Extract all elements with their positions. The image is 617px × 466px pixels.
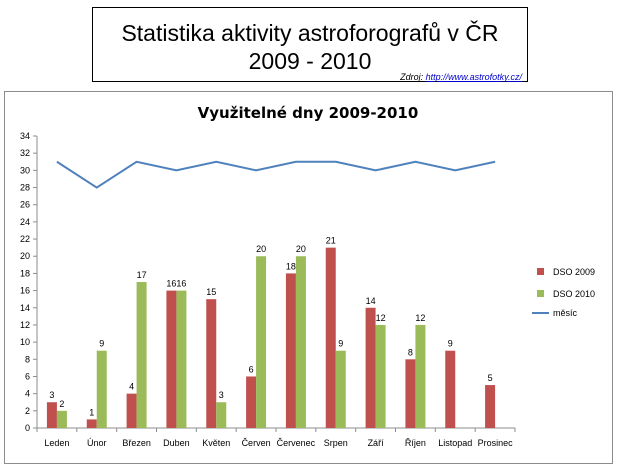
legend-label: měsíc [553, 308, 578, 318]
y-tick-label: 26 [20, 200, 30, 210]
x-tick-label: Červenec [277, 438, 316, 448]
bar-value-label: 14 [366, 296, 376, 306]
y-tick-label: 24 [20, 217, 30, 227]
y-tick-label: 4 [25, 389, 30, 399]
bar [415, 324, 426, 428]
bar-value-label: 16 [176, 279, 186, 289]
y-tick-label: 6 [25, 371, 30, 381]
y-tick-label: 14 [20, 303, 30, 313]
x-tick-label: Říjen [405, 438, 426, 448]
bar-value-label: 3 [219, 390, 224, 400]
bar [335, 350, 346, 428]
y-tick-label: 30 [20, 165, 30, 175]
bar-value-label: 9 [448, 339, 453, 349]
bar-value-label: 1 [89, 407, 94, 417]
chart-title: Využitelné dny 2009-2010 [198, 104, 419, 122]
y-tick-label: 0 [25, 423, 30, 433]
bar-value-label: 20 [256, 244, 266, 254]
bar [86, 419, 97, 428]
source-link[interactable]: http://www.astrofotky.cz/ [425, 72, 522, 82]
bar [176, 290, 187, 428]
x-tick-label: Leden [44, 438, 69, 448]
bar [126, 393, 137, 428]
x-tick-label: Září [368, 438, 385, 448]
bar [216, 402, 227, 428]
bar-value-label: 9 [338, 339, 343, 349]
bar-value-label: 8 [408, 347, 413, 357]
bar [256, 256, 267, 428]
y-tick-label: 16 [20, 286, 30, 296]
x-tick-label: Prosinec [478, 438, 514, 448]
legend-swatch [537, 290, 544, 297]
bar-value-label: 2 [59, 399, 64, 409]
y-tick-label: 18 [20, 268, 30, 278]
x-tick-label: Listopad [438, 438, 472, 448]
y-tick-label: 28 [20, 183, 30, 193]
bar [445, 350, 456, 428]
bar-value-label: 18 [286, 261, 296, 271]
bar-value-label: 3 [49, 390, 54, 400]
bar-value-label: 6 [249, 364, 254, 374]
legend-label: DSO 2010 [553, 289, 595, 299]
bar [325, 247, 336, 428]
source-label: Zdroj: [400, 72, 424, 82]
bar-value-label: 20 [296, 244, 306, 254]
page-subtitle: 2009 - 2010 [248, 48, 372, 74]
bar-value-label: 4 [129, 382, 134, 392]
legend: DSO 2009 DSO 2010 měsíc [532, 267, 595, 318]
bar-value-label: 17 [137, 270, 147, 280]
y-tick-label: 8 [25, 354, 30, 364]
bar [136, 282, 147, 428]
x-tick-label: Květen [202, 438, 230, 448]
month-line [56, 160, 496, 189]
y-tick-label: 32 [20, 148, 30, 158]
bar [375, 324, 386, 428]
page-title: Statistika aktivity astroforografů v ČR [121, 20, 499, 46]
bar-value-label: 9 [99, 339, 104, 349]
bar-value-label: 5 [488, 373, 493, 383]
bar [166, 290, 177, 428]
bar [206, 299, 217, 428]
title-box: Statistika aktivity astroforografů v ČR … [92, 7, 528, 82]
x-tick-label: Únor [87, 438, 107, 448]
bar-value-label: 12 [376, 313, 386, 323]
bar-value-label: 16 [166, 279, 176, 289]
y-tick-label: 2 [25, 406, 30, 416]
x-tick-label: Duben [163, 438, 190, 448]
bar [246, 376, 257, 428]
bar [405, 359, 416, 428]
bar [365, 307, 376, 428]
legend-swatch [537, 268, 544, 275]
y-tick-label: 20 [20, 251, 30, 261]
bar [285, 273, 296, 428]
x-tick-label: Srpen [324, 438, 348, 448]
y-tick-label: 22 [20, 234, 30, 244]
bar [295, 256, 306, 428]
y-tick-label: 12 [20, 320, 30, 330]
bar [485, 385, 496, 428]
x-tick-label: Červen [242, 438, 271, 448]
line-series [56, 160, 496, 189]
bar-value-label: 12 [415, 313, 425, 323]
y-tick-label: 34 [20, 131, 30, 141]
bar [46, 402, 57, 428]
bar-value-label: 21 [326, 236, 336, 246]
bar [56, 410, 67, 428]
bar [96, 350, 107, 428]
source-note: Zdroj: http://www.astrofotky.cz/ [400, 72, 522, 82]
bars [46, 247, 496, 428]
legend-label: DSO 2009 [553, 267, 595, 277]
x-tick-label: Březen [122, 438, 151, 448]
bar-value-label: 15 [206, 287, 216, 297]
y-tick-label: 10 [20, 337, 30, 347]
